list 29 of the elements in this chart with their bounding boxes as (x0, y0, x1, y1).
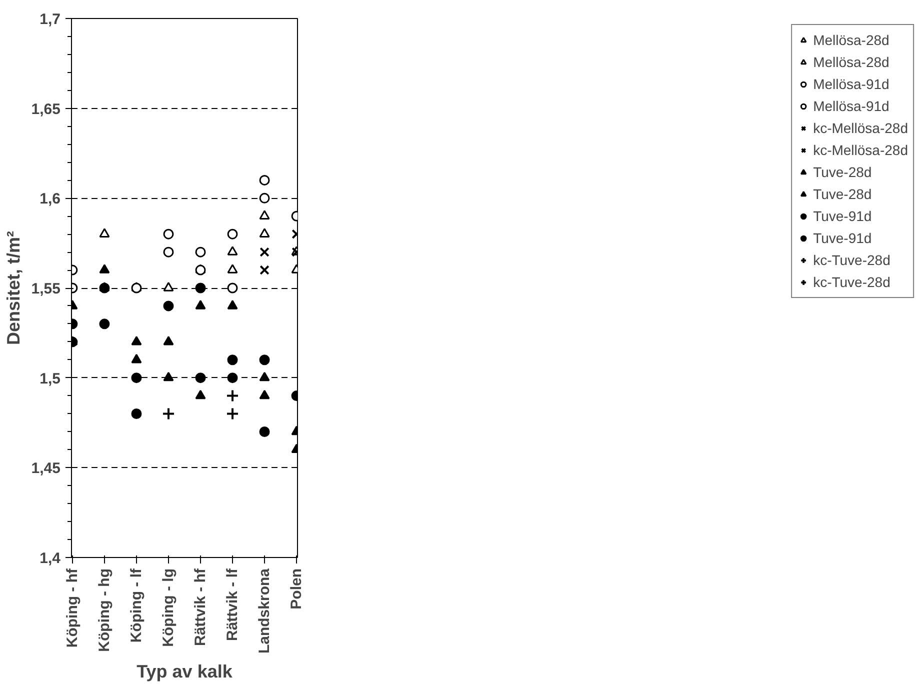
y-tick-label: 1,65 (31, 100, 61, 118)
legend-label: Tuve-28d (813, 186, 872, 202)
y-tick-label: 1,5 (40, 370, 61, 388)
x-tick-label: Köping - hf (64, 567, 81, 648)
y-tick-label: 1,45 (31, 460, 61, 478)
x-tick-label: Rättvik - hf (192, 567, 210, 646)
y-tick-label: 1,7 (40, 11, 61, 28)
x-axis-title: Typ av kalk (136, 662, 234, 682)
x-tick-label: Rättvik - lf (224, 567, 242, 642)
x-tick-label: Köping - lg (160, 568, 177, 647)
x-tick-label: Landskrona (256, 568, 274, 654)
x-tick-label: Köping - lf (128, 567, 145, 643)
legend-label: Mellösa-91d (813, 76, 890, 92)
x-tick-label: Polen (288, 568, 306, 610)
legend-label: kc-Tuve-28d (813, 274, 890, 290)
legend-label: Mellösa-28d (813, 32, 890, 48)
legend-label: Tuve-91d (813, 230, 872, 246)
legend-label: Mellösa-91d (813, 98, 890, 114)
legend-label: Mellösa-28d (813, 54, 890, 70)
legend-label: Tuve-28d (813, 164, 872, 180)
legend-label: kc-Tuve-28d (813, 252, 890, 268)
y-tick-label: 1,55 (31, 280, 61, 298)
y-tick-label: 1,6 (40, 190, 61, 208)
legend-label: kc-Mellösa-28d (813, 120, 908, 136)
y-axis-title: Densitet, t/m² (3, 230, 24, 346)
legend-label: Tuve-91d (813, 208, 872, 224)
y-tick-label: 1,4 (40, 550, 62, 567)
x-tick-label: Köping - hg (96, 568, 113, 652)
legend-label: kc-Mellösa-28d (813, 142, 908, 158)
